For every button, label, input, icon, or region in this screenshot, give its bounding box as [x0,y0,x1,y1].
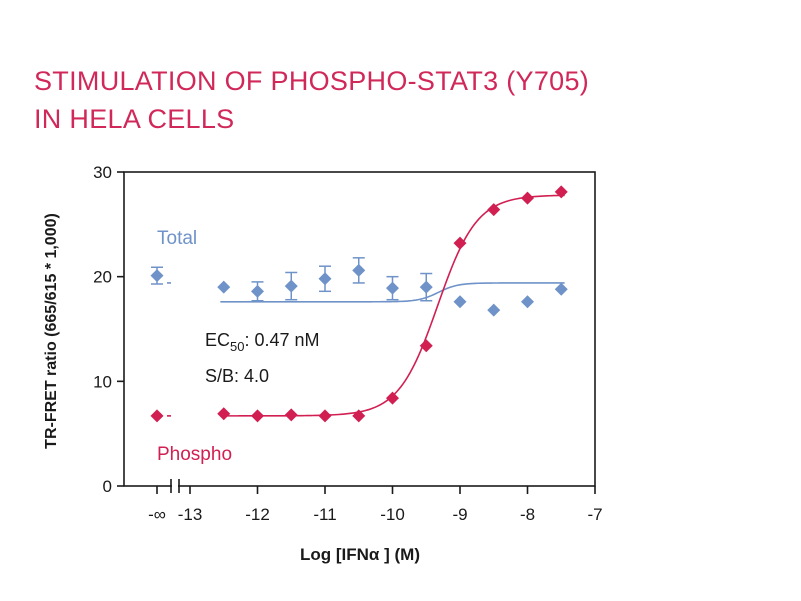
data-point-total [487,303,501,317]
data-point-total [251,284,264,298]
data-point-total [352,263,366,277]
axes: 0 10 20 30 -∞ -13 -12 -11 -10 -9 -8 -7 [93,163,602,524]
fit-curve-total [220,282,565,303]
chart-title-line-1: STIMULATION OF PHOSPHO-STAT3 (Y705) [34,66,590,96]
data-point-phospho [521,191,534,205]
data-point-phospho [217,407,231,421]
data-point-phospho [251,409,264,423]
data-point-total [318,272,332,286]
plot-frame [123,171,596,487]
data-point-total [217,280,231,294]
x-tick-label: -13 [178,505,203,524]
chart-title: STIMULATION OF PHOSPHO-STAT3 (Y705) IN H… [34,62,754,138]
y-tick-label: 10 [93,372,112,391]
data-point-total [453,295,467,309]
series-label-phospho: Phospho [157,444,232,465]
data-point-total [521,295,534,309]
x-tick-label: -12 [245,505,270,524]
x-axis-break-gap [172,483,178,489]
x-tick-label: -8 [520,505,535,524]
data-points [150,185,568,423]
series-label-total: Total [157,228,197,249]
data-point-phospho [386,391,399,405]
data-point-phospho [554,185,568,199]
fit-curve-phospho [220,194,565,417]
data-point-total [386,281,399,295]
data-point-phospho [419,339,433,353]
data-point-phospho [352,409,366,423]
data-point-total [284,279,298,293]
sb-annotation: S/B: 4.0 [205,366,269,386]
x-tick-label: -∞ [148,505,166,524]
x-tick-label: -11 [313,505,336,524]
x-tick-label: -9 [452,505,467,524]
x-tick-label: -10 [380,505,405,524]
data-point-phospho [284,408,298,422]
chart-title-line-2: IN HELA CELLS [34,104,235,134]
data-point-total [554,282,568,296]
y-tick-label: 0 [103,477,112,496]
data-point-phospho [150,409,164,423]
x-axis-title: Log [IFNα ] (M) [300,545,420,564]
ec50-annotation: EC50: 0.47 nM [205,330,320,354]
x-tick-label: -7 [587,505,602,524]
y-axis-title: TR-FRET ratio (665/615 * 1,000) [43,213,60,449]
data-point-total [419,280,433,294]
data-point-phospho [487,203,501,217]
data-point-phospho [318,409,332,423]
data-point-phospho [453,236,467,250]
chart-labels: Log [IFNα ] (M) TR-FRET ratio (665/615 * … [43,213,420,564]
y-tick-label: 30 [93,163,112,182]
data-point-total [150,269,164,283]
y-tick-label: 20 [93,268,112,287]
